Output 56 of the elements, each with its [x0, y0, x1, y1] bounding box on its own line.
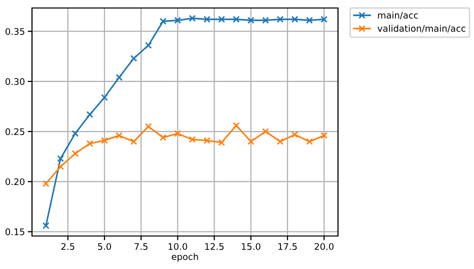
point: [42, 180, 50, 188]
point: [160, 134, 167, 141]
point: [174, 130, 182, 137]
legend-label: main/acc: [378, 12, 418, 20]
x-tick-label: 12.5: [205, 243, 224, 250]
y-tick-label: 0.25: [6, 128, 24, 136]
point: [130, 54, 138, 62]
point: [306, 16, 313, 24]
point: [218, 139, 226, 146]
point: [57, 155, 64, 162]
point: [86, 111, 94, 118]
point: [306, 138, 313, 146]
point: [188, 14, 196, 22]
x-axis-title: epoch: [172, 253, 198, 262]
point: [232, 122, 240, 129]
y-tick-label: 0.20: [6, 178, 24, 186]
point: [130, 138, 138, 146]
point: [232, 16, 240, 23]
x-tick-label: 10.0: [168, 243, 188, 250]
point: [86, 140, 94, 148]
legend-label: validation/main/acc: [378, 24, 466, 33]
point: [57, 163, 64, 170]
point: [116, 132, 123, 139]
y-tick-label: 0.30: [6, 78, 24, 85]
point: [144, 42, 152, 49]
x-tick-label: 15.0: [242, 243, 260, 250]
point: [188, 136, 196, 144]
point: [72, 130, 79, 137]
point: [276, 138, 284, 146]
point: [291, 131, 298, 138]
point: [203, 137, 210, 144]
y-tick-label: 0.35: [6, 28, 24, 35]
point: [276, 16, 284, 23]
x-tick-label: 7.5: [134, 243, 148, 250]
point: [320, 132, 328, 139]
point: [72, 150, 79, 158]
point: [291, 16, 298, 23]
y-tick-label: 0.15: [6, 228, 24, 236]
point: [203, 16, 210, 23]
point: [101, 94, 108, 101]
point: [160, 18, 167, 25]
point: [262, 16, 269, 24]
point: [247, 16, 254, 24]
point: [174, 16, 182, 24]
x-tick-label: 17.5: [278, 243, 297, 250]
point: [262, 128, 269, 135]
point: [218, 16, 226, 23]
point: [42, 222, 50, 230]
point: [116, 74, 123, 81]
x-tick-label: 2.5: [61, 243, 74, 250]
x-tick-label: 5.0: [98, 243, 112, 250]
x-tick-label: 20.0: [314, 243, 334, 250]
point: [144, 123, 152, 130]
point: [101, 137, 108, 144]
point: [320, 16, 328, 23]
point: [247, 138, 254, 146]
